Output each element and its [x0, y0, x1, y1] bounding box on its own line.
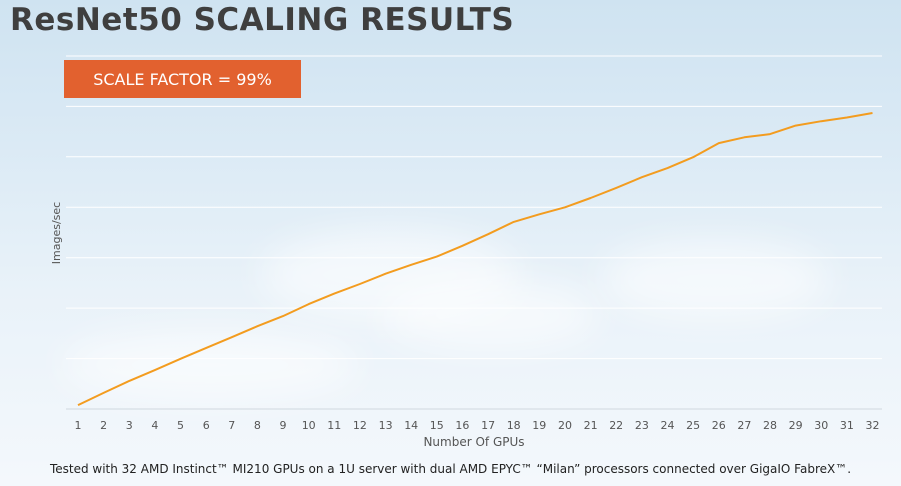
footnote: Tested with 32 AMD Instinct™ MI210 GPUs … — [49, 462, 852, 476]
x-tick-label: 28 — [763, 419, 777, 432]
scale-factor-badge: SCALE FACTOR = 99% — [64, 60, 301, 98]
page-title: ResNet50 SCALING RESULTS — [10, 2, 515, 38]
x-tick-label: 22 — [609, 419, 623, 432]
x-tick-label: 27 — [737, 419, 751, 432]
x-tick-label: 14 — [404, 419, 418, 432]
x-axis-label: Number Of GPUs — [423, 435, 524, 449]
x-tick-label: 30 — [814, 419, 828, 432]
x-tick-label: 9 — [280, 419, 287, 432]
x-tick-label: 7 — [228, 419, 235, 432]
background-cloud — [380, 280, 600, 350]
y-axis-label: Images/sec — [50, 202, 63, 264]
x-tick-label: 25 — [686, 419, 700, 432]
x-tick-label: 8 — [254, 419, 261, 432]
x-tick-label: 19 — [532, 419, 546, 432]
x-tick-label: 12 — [353, 419, 367, 432]
x-tick-label: 3 — [126, 419, 133, 432]
x-tick-label: 10 — [302, 419, 316, 432]
x-tick-label: 4 — [151, 419, 158, 432]
x-tick-label: 13 — [379, 419, 393, 432]
x-tick-label: 17 — [481, 419, 495, 432]
x-tick-label: 16 — [455, 419, 469, 432]
x-tick-label: 24 — [661, 419, 675, 432]
x-tick-label: 5 — [177, 419, 184, 432]
background-cloud — [600, 240, 830, 320]
x-tick-label: 11 — [327, 419, 341, 432]
x-tick-label: 21 — [584, 419, 598, 432]
x-tick-label: 23 — [635, 419, 649, 432]
series-line — [77, 112, 873, 407]
x-tick-label: 1 — [75, 419, 82, 432]
x-tick-label: 32 — [866, 419, 880, 432]
chart-series — [77, 112, 873, 407]
x-tick-label: 6 — [203, 419, 210, 432]
x-tick-labels: 1 2 3 4 5 6 7 8 9 10 11 12 13 14 15 16 17 18 19 20 21 22 23 24 2… — [75, 419, 880, 432]
x-tick-label: 29 — [789, 419, 803, 432]
background-cloud — [60, 330, 360, 400]
x-tick-label: 15 — [430, 419, 444, 432]
chart-gridlines — [66, 55, 882, 360]
x-tick-label: 31 — [840, 419, 854, 432]
x-tick-label: 2 — [100, 419, 107, 432]
x-tick-label: 26 — [712, 419, 726, 432]
x-tick-label: 20 — [558, 419, 572, 432]
x-tick-label: 18 — [507, 419, 521, 432]
